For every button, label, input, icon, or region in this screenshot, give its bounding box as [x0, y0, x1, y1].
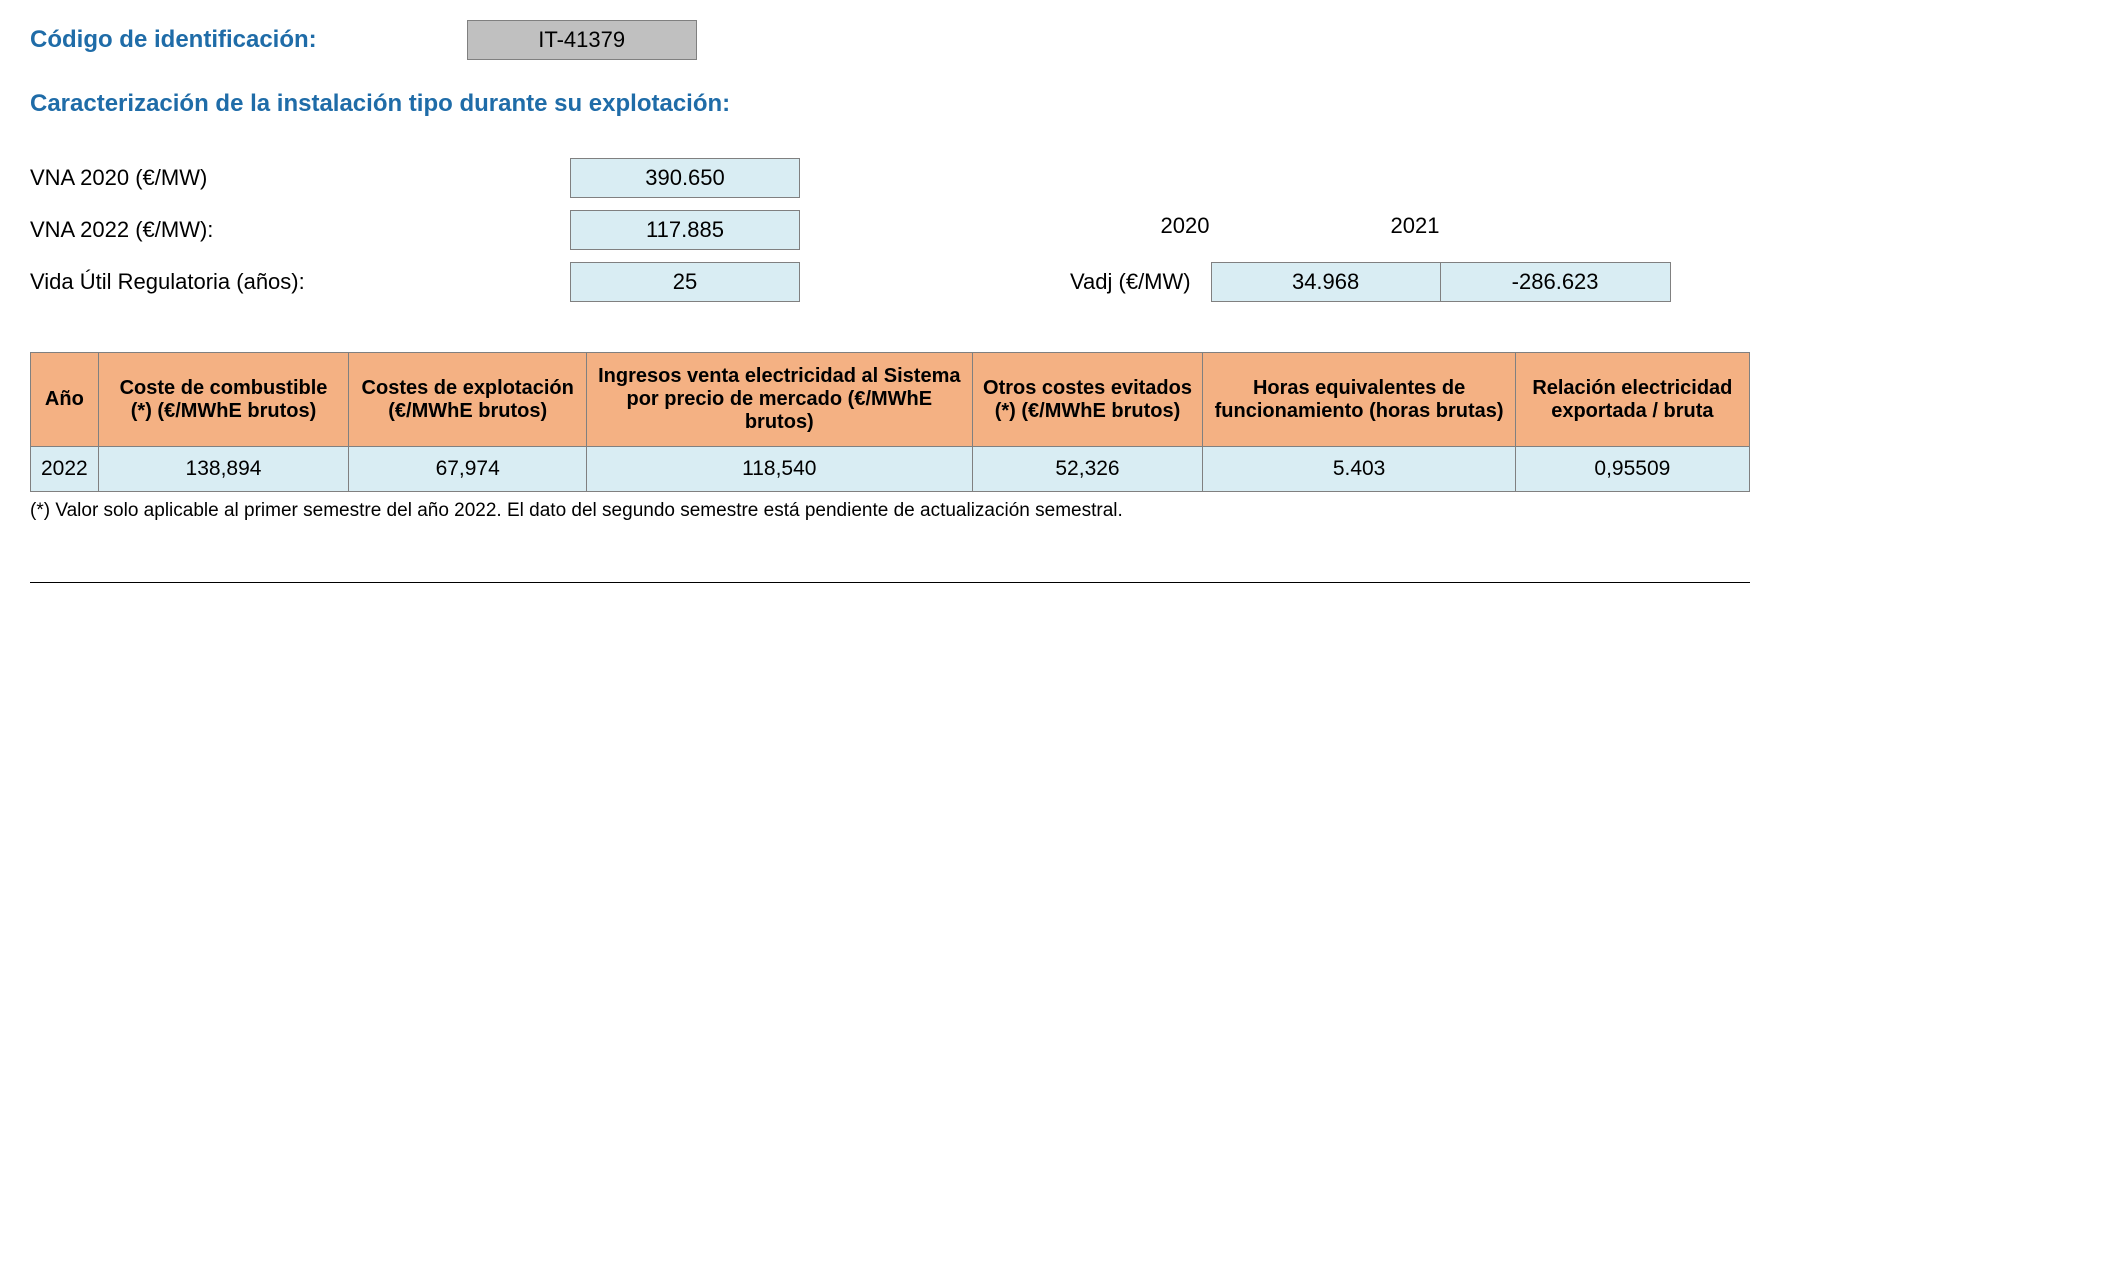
vadj-year-1: 2020: [1070, 213, 1300, 247]
vadj-value-2: -286.623: [1441, 262, 1671, 302]
col-horas-equivalentes: Horas equivalentes de funcionamiento (ho…: [1203, 353, 1515, 447]
vna2022-value: 117.885: [570, 210, 800, 250]
vadj-block: 2020 2021: [1070, 213, 1530, 247]
cell-ingresos-venta: 118,540: [587, 447, 972, 492]
vadj-values-row: Vadj (€/MW) 34.968 -286.623: [1070, 262, 1671, 302]
section-title: Caracterización de la instalación tipo d…: [30, 90, 2096, 118]
divider-line: [30, 582, 1750, 583]
vida-label: Vida Útil Regulatoria (años):: [30, 269, 570, 295]
code-label: Código de identificación:: [30, 26, 317, 54]
vna2022-row: VNA 2022 (€/MW): 117.885 2020 2021: [30, 210, 2096, 250]
vna2020-row: VNA 2020 (€/MW) 390.650: [30, 158, 2096, 198]
vadj-value-1: 34.968: [1211, 262, 1441, 302]
table-header-row: Año Coste de combustible (*) (€/MWhE bru…: [31, 353, 1750, 447]
table-row: 2022 138,894 67,974 118,540 52,326 5.403…: [31, 447, 1750, 492]
identification-header: Código de identificación: IT-41379: [30, 20, 2096, 60]
col-otros-costes: Otros costes evitados (*) (€/MWhE brutos…: [972, 353, 1203, 447]
cell-coste-combustible: 138,894: [98, 447, 349, 492]
parameters-block: VNA 2020 (€/MW) 390.650 VNA 2022 (€/MW):…: [30, 158, 2096, 302]
vadj-label: Vadj (€/MW): [1070, 269, 1211, 295]
exploitation-table: Año Coste de combustible (*) (€/MWhE bru…: [30, 352, 1750, 492]
col-coste-combustible: Coste de combustible (*) (€/MWhE brutos): [98, 353, 349, 447]
cell-relacion-electricidad: 0,95509: [1515, 447, 1749, 492]
vida-value: 25: [570, 262, 800, 302]
code-value-box: IT-41379: [467, 20, 697, 60]
cell-otros-costes: 52,326: [972, 447, 1203, 492]
vna2020-label: VNA 2020 (€/MW): [30, 165, 570, 191]
vadj-year-2: 2021: [1300, 213, 1530, 247]
cell-ano: 2022: [31, 447, 99, 492]
vadj-years-header: 2020 2021: [1070, 213, 1530, 247]
col-relacion-electricidad: Relación electricidad exportada / bruta: [1515, 353, 1749, 447]
cell-costes-explotacion: 67,974: [349, 447, 587, 492]
col-ano: Año: [31, 353, 99, 447]
col-ingresos-venta: Ingresos venta electricidad al Sistema p…: [587, 353, 972, 447]
cell-horas-equivalentes: 5.403: [1203, 447, 1515, 492]
vna2022-label: VNA 2022 (€/MW):: [30, 217, 570, 243]
vna2020-value: 390.650: [570, 158, 800, 198]
footnote: (*) Valor solo aplicable al primer semes…: [30, 500, 2096, 522]
col-costes-explotacion: Costes de explotación (€/MWhE brutos): [349, 353, 587, 447]
vida-row: Vida Útil Regulatoria (años): 25 Vadj (€…: [30, 262, 2096, 302]
